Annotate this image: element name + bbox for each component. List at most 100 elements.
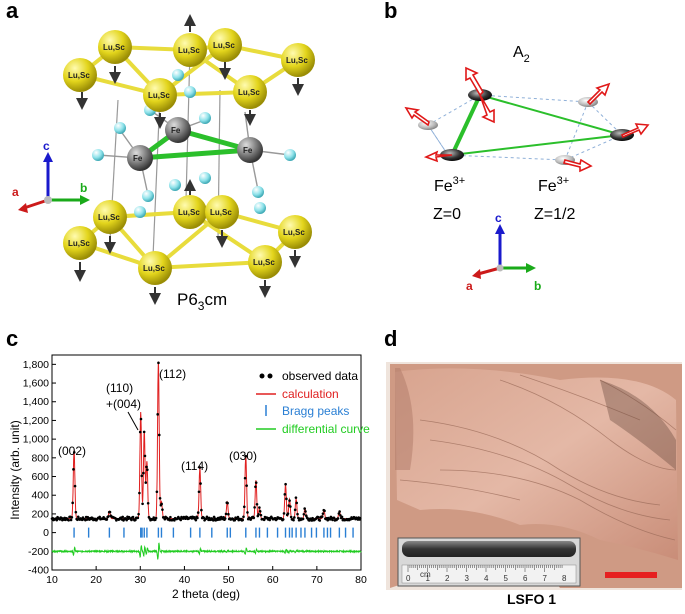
observed-point xyxy=(142,471,145,475)
ruler-unit: cm xyxy=(420,570,431,579)
observed-point xyxy=(320,515,324,518)
observed-point xyxy=(296,512,299,516)
y-tick-label: -200 xyxy=(28,546,49,558)
y-tick-label: 600 xyxy=(31,471,49,483)
observed-point xyxy=(160,502,163,506)
y-tick-label: 0 xyxy=(43,527,49,539)
observed-point xyxy=(72,468,75,471)
observed-point xyxy=(145,465,148,469)
observed-point xyxy=(137,512,140,516)
panel-d-sample-photo: 0 1 2 3 4 5 6 7 8 cm xyxy=(386,362,682,590)
observed-point xyxy=(161,508,164,511)
fe-label-1: Fe xyxy=(171,126,181,135)
observed-point xyxy=(283,493,287,496)
observed-point xyxy=(281,518,285,521)
observed-point xyxy=(194,518,198,522)
observed-point xyxy=(140,474,144,478)
chart-legend: observed data calculation Bragg peaks di… xyxy=(256,369,370,436)
lusc-label: Lu,Sc xyxy=(68,239,90,248)
fe-label-2: Fe xyxy=(133,154,143,163)
ruler xyxy=(401,564,577,584)
mode-label: A2 xyxy=(513,44,530,65)
panel-letter-d: d xyxy=(384,326,398,351)
observed-point xyxy=(244,454,248,458)
y-tick-label: 1,000 xyxy=(23,434,49,446)
difference-curve xyxy=(51,542,362,560)
top-lusc-atoms: Lu,Sc Lu,Sc Lu,Sc Lu,Sc Lu,Sc Lu,Sc Lu,S… xyxy=(63,28,315,112)
ruler-ticks: 0 1 2 3 4 5 6 7 8 cm xyxy=(406,565,567,583)
observed-point xyxy=(304,514,308,517)
lusc-label: Lu,Sc xyxy=(143,264,165,273)
lusc-label: Lu,Sc xyxy=(253,258,275,267)
observed-point xyxy=(303,507,306,510)
legend-calculation: calculation xyxy=(282,387,339,401)
y-tick-label: 1,800 xyxy=(23,359,49,371)
fe-z-zero-atoms xyxy=(440,89,634,161)
y-tick-label: 400 xyxy=(31,490,49,502)
lusc-label: Lu,Sc xyxy=(286,56,308,65)
ruler-label: 5 xyxy=(504,574,509,583)
lusc-label: Lu,Sc xyxy=(68,71,90,80)
ruler-label: 7 xyxy=(543,574,548,583)
axis-a-label: a xyxy=(466,279,473,293)
plot-frame xyxy=(51,354,362,571)
y-axis-title: Intensity (arb. unit) xyxy=(8,420,22,519)
observed-point xyxy=(211,519,215,522)
bottom-lusc-atoms: Lu,Sc Lu,Sc Lu,Sc Lu,Sc Lu,Sc Lu,Sc Lu,S… xyxy=(63,195,312,285)
observed-point xyxy=(289,515,293,519)
observed-point xyxy=(107,515,110,518)
observed-point xyxy=(152,516,156,519)
x-tick-label: 10 xyxy=(46,574,58,586)
observed-point xyxy=(252,516,256,520)
observed-point xyxy=(304,510,307,513)
panel-a-crystal-structure: Fe Fe Fe Lu,Sc Lu,Sc Lu,Sc Lu,Sc Lu,S xyxy=(12,14,315,313)
observed-point xyxy=(284,482,287,486)
observed-point xyxy=(70,516,74,519)
fe-left-label: Fe3+ xyxy=(434,175,465,195)
lusc-label: Lu,Sc xyxy=(283,228,305,237)
z-left-label: Z=0 xyxy=(433,206,461,223)
observed-point xyxy=(258,506,261,509)
peak-label-004: +(004) xyxy=(106,397,141,411)
observed-point xyxy=(198,466,202,469)
fe-bonds xyxy=(138,127,251,161)
observed-point xyxy=(246,511,249,514)
observed-point xyxy=(311,516,314,520)
sample-label: LSFO 1 xyxy=(507,591,557,607)
observed-point xyxy=(138,491,141,495)
observed-point xyxy=(143,454,147,458)
observed-point xyxy=(142,430,146,434)
observed-point xyxy=(156,413,159,416)
observed-point xyxy=(55,518,59,522)
ruler-label: 1 xyxy=(426,574,431,583)
observed-point xyxy=(144,481,148,484)
observed-point xyxy=(196,516,199,520)
observed-point xyxy=(340,515,344,519)
scale-bar xyxy=(605,572,657,578)
axis-b-label: b xyxy=(534,279,541,293)
observed-point xyxy=(323,509,326,513)
lusc-label: Lu,Sc xyxy=(238,88,260,97)
x-tick-label: 50 xyxy=(223,574,235,586)
axis-b-label: b xyxy=(80,181,87,195)
observed-point xyxy=(254,485,257,489)
observed-point xyxy=(146,468,149,471)
observed-point xyxy=(258,510,262,513)
observed-point xyxy=(302,512,306,516)
observed-point xyxy=(262,518,266,522)
observed-point xyxy=(73,484,77,488)
observed-point xyxy=(169,515,172,519)
observed-point xyxy=(134,518,137,522)
observed-point xyxy=(67,518,70,522)
observed-point xyxy=(76,515,80,519)
observed-point xyxy=(285,497,288,501)
x-tick-label: 30 xyxy=(134,574,146,586)
observed-point xyxy=(98,515,101,519)
observed-point xyxy=(316,515,320,519)
observed-point xyxy=(72,451,76,454)
panel-letter-c: c xyxy=(6,326,19,351)
lusc-label: Lu,Sc xyxy=(213,41,235,50)
crystal-striations xyxy=(399,374,677,541)
crystal-face xyxy=(395,368,678,560)
observed-point xyxy=(130,518,133,522)
